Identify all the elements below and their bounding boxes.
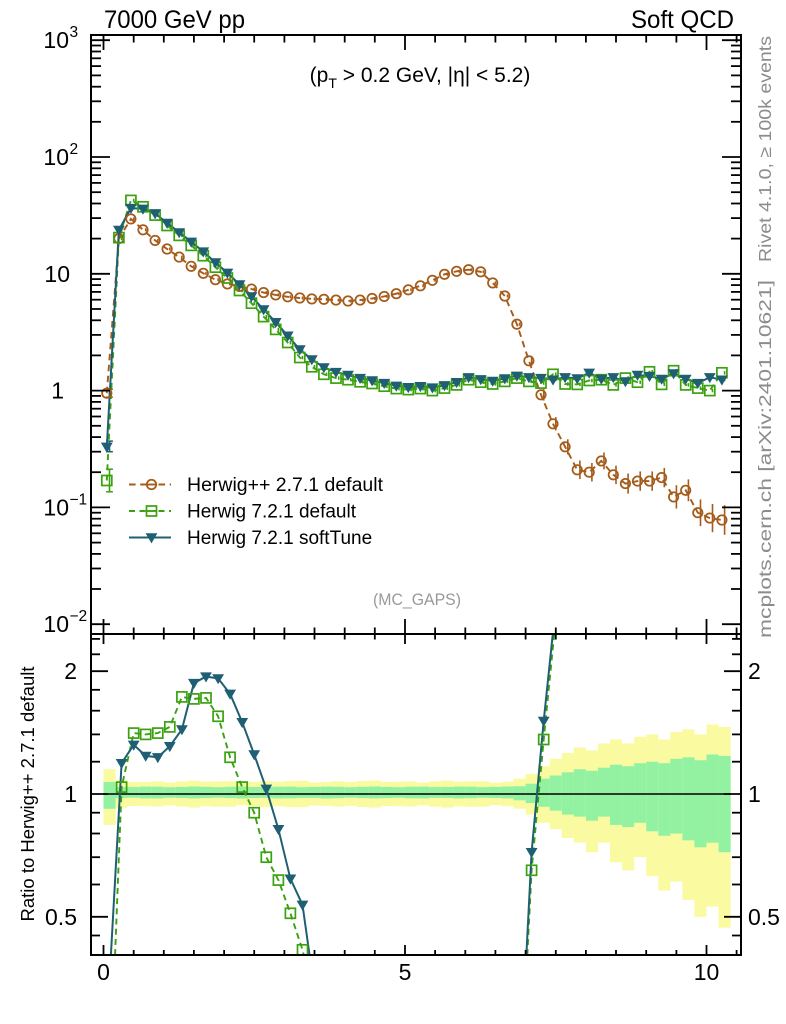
svg-text:Herwig++ 2.7.1 default: Herwig++ 2.7.1 default [187, 475, 384, 496]
svg-text:1: 1 [748, 781, 761, 807]
svg-text:Herwig 7.2.1 default: Herwig 7.2.1 default [187, 502, 357, 523]
svg-text:10: 10 [44, 261, 70, 287]
svg-text:Rivet 4.1.0, ≥ 100k events: Rivet 4.1.0, ≥ 100k events [755, 36, 775, 262]
svg-text:7000 GeV pp: 7000 GeV pp [104, 6, 245, 34]
svg-text:10: 10 [43, 611, 69, 637]
svg-text:−2: −2 [70, 608, 88, 625]
svg-text:2: 2 [70, 141, 79, 158]
svg-text:1: 1 [64, 781, 77, 807]
svg-text:(pT > 0.2 GeV, |η| < 5.2): (pT > 0.2 GeV, |η| < 5.2) [310, 64, 531, 91]
svg-text:10: 10 [43, 27, 69, 53]
svg-text:2: 2 [64, 658, 77, 684]
svg-text:Ratio to Herwig++ 2.7.1 defaul: Ratio to Herwig++ 2.7.1 default [17, 667, 38, 922]
svg-text:(MC_GAPS): (MC_GAPS) [373, 590, 461, 609]
svg-text:0.5: 0.5 [45, 904, 77, 930]
svg-text:1: 1 [51, 378, 64, 404]
svg-text:3: 3 [70, 24, 79, 41]
svg-text:0.5: 0.5 [748, 904, 780, 930]
svg-text:10: 10 [43, 494, 69, 520]
svg-text:Soft QCD: Soft QCD [631, 6, 734, 34]
svg-text:mcplots.cern.ch [arXiv:2401.10: mcplots.cern.ch [arXiv:2401.10621] [755, 280, 775, 638]
svg-text:Herwig 7.2.1 softTune: Herwig 7.2.1 softTune [187, 528, 372, 549]
svg-text:10: 10 [43, 144, 69, 170]
svg-text:10: 10 [694, 959, 720, 985]
svg-text:0: 0 [97, 959, 110, 985]
svg-text:2: 2 [748, 658, 761, 684]
svg-text:−1: −1 [70, 491, 88, 508]
svg-text:5: 5 [399, 959, 412, 985]
